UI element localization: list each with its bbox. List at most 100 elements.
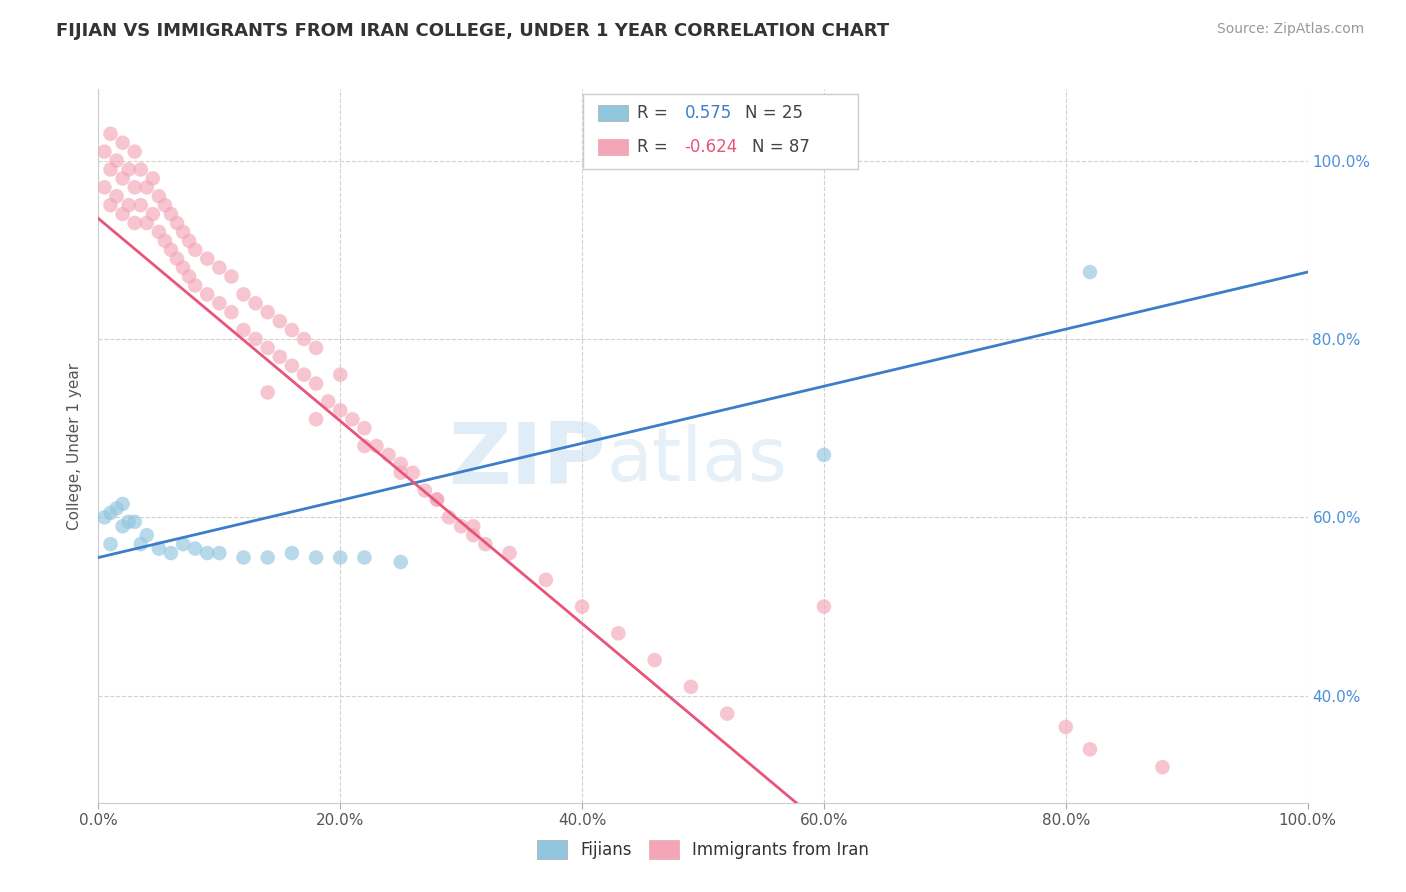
Point <box>111 497 134 511</box>
Point <box>124 216 146 230</box>
Point <box>256 385 278 400</box>
Point <box>366 439 388 453</box>
Point <box>305 412 328 426</box>
Point <box>342 412 364 426</box>
Point <box>195 252 218 266</box>
Point <box>389 466 412 480</box>
Point <box>463 519 485 533</box>
Text: ZIP: ZIP <box>449 418 606 502</box>
Point <box>232 323 254 337</box>
Point <box>184 243 207 257</box>
Point <box>716 706 738 721</box>
Point <box>93 145 115 159</box>
Point <box>148 189 170 203</box>
Text: atlas: atlas <box>606 424 787 497</box>
Point <box>142 171 165 186</box>
Point <box>1078 742 1101 756</box>
Point <box>1078 265 1101 279</box>
Point <box>292 332 315 346</box>
Point <box>281 359 304 373</box>
Point <box>402 466 425 480</box>
Point <box>105 501 128 516</box>
Point <box>437 510 460 524</box>
Point <box>232 550 254 565</box>
Point <box>474 537 496 551</box>
Point <box>129 162 152 177</box>
Point <box>208 260 231 275</box>
Point <box>498 546 520 560</box>
Point <box>172 537 194 551</box>
Point <box>135 528 157 542</box>
Point <box>232 287 254 301</box>
Point <box>118 198 141 212</box>
Point <box>607 626 630 640</box>
Point <box>111 519 134 533</box>
Point <box>166 252 188 266</box>
Point <box>184 541 207 556</box>
Point <box>148 541 170 556</box>
Point <box>208 546 231 560</box>
Point <box>571 599 593 614</box>
Text: R =: R = <box>637 104 673 122</box>
Point <box>100 198 122 212</box>
Point <box>813 599 835 614</box>
Point <box>281 323 304 337</box>
Point <box>142 207 165 221</box>
Point <box>305 341 328 355</box>
Point <box>153 234 176 248</box>
Point <box>135 216 157 230</box>
Point <box>100 127 122 141</box>
Point <box>256 305 278 319</box>
Point <box>329 550 352 565</box>
Point <box>1054 720 1077 734</box>
Point <box>450 519 472 533</box>
Point <box>135 180 157 194</box>
Point <box>1152 760 1174 774</box>
Point <box>245 332 267 346</box>
Point <box>105 153 128 168</box>
Point <box>111 136 134 150</box>
Point <box>256 341 278 355</box>
Point <box>813 448 835 462</box>
Point <box>305 376 328 391</box>
Point <box>269 314 291 328</box>
Point <box>195 546 218 560</box>
Text: FIJIAN VS IMMIGRANTS FROM IRAN COLLEGE, UNDER 1 YEAR CORRELATION CHART: FIJIAN VS IMMIGRANTS FROM IRAN COLLEGE, … <box>56 22 890 40</box>
Point <box>329 368 352 382</box>
Point <box>105 189 128 203</box>
Point <box>179 269 201 284</box>
Point <box>426 492 449 507</box>
Point <box>172 260 194 275</box>
Point <box>534 573 557 587</box>
Point <box>111 171 134 186</box>
Point <box>316 394 339 409</box>
Point <box>160 243 183 257</box>
Point <box>208 296 231 310</box>
Point <box>179 234 201 248</box>
Point <box>329 403 352 417</box>
Point <box>111 207 134 221</box>
Text: R =: R = <box>637 138 673 156</box>
Point <box>389 555 412 569</box>
Point <box>148 225 170 239</box>
Point <box>93 510 115 524</box>
Point <box>100 162 122 177</box>
Point <box>195 287 218 301</box>
Point <box>644 653 666 667</box>
Point <box>221 305 243 319</box>
Point <box>269 350 291 364</box>
Text: N = 87: N = 87 <box>752 138 810 156</box>
Point <box>679 680 702 694</box>
Point <box>124 180 146 194</box>
Point <box>172 225 194 239</box>
Point <box>353 421 375 435</box>
Text: 0.575: 0.575 <box>685 104 733 122</box>
Point <box>129 198 152 212</box>
Point <box>129 537 152 551</box>
Point <box>463 528 485 542</box>
Point <box>124 515 146 529</box>
Point <box>166 216 188 230</box>
Point <box>353 550 375 565</box>
Point <box>221 269 243 284</box>
Point <box>124 145 146 159</box>
